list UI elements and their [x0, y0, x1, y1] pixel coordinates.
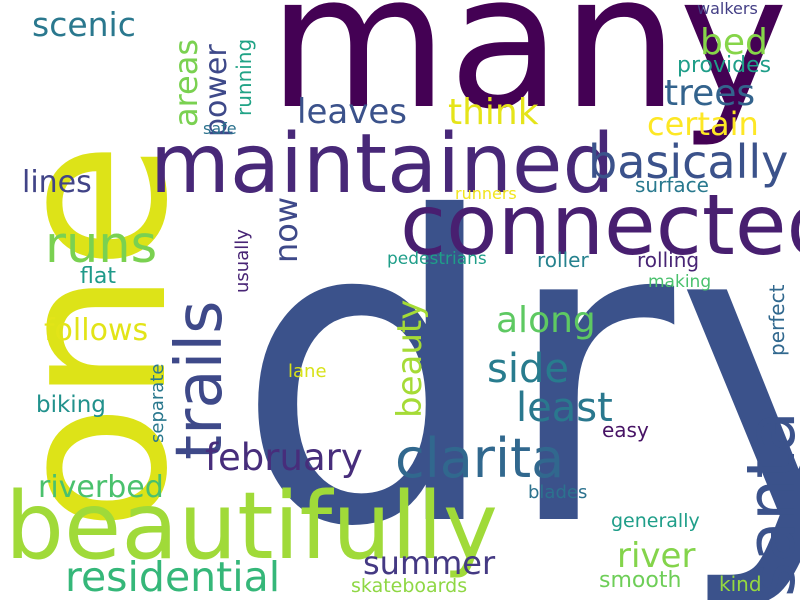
- word-maintained: maintained: [150, 117, 615, 212]
- word-generally: generally: [611, 510, 700, 532]
- word-rolling: rolling: [637, 248, 700, 272]
- word-biking: biking: [36, 392, 106, 418]
- word-beautifully: beautifully: [5, 472, 498, 580]
- word-summer: summer: [363, 544, 496, 582]
- word-areas: areas: [167, 38, 205, 127]
- word-think: think: [448, 92, 539, 133]
- word-trees: trees: [664, 73, 756, 114]
- word-flat: flat: [80, 264, 116, 289]
- word-follows: follows: [44, 313, 149, 348]
- word-least: least: [516, 385, 613, 431]
- word-lines: lines: [22, 165, 92, 200]
- word-riverbed: riverbed: [38, 470, 164, 505]
- word-many: many: [268, 0, 789, 150]
- word-safe: safe: [203, 119, 237, 138]
- word-dry: dry: [235, 130, 800, 600]
- word-perfect: perfect: [765, 284, 789, 356]
- word-clarita: clarita: [395, 427, 565, 490]
- word-now: now: [267, 196, 305, 263]
- word-along: along: [496, 300, 596, 341]
- word-residential: residential: [65, 553, 281, 600]
- word-side: side: [487, 346, 569, 392]
- word-easy: easy: [602, 418, 649, 442]
- word-surface: surface: [635, 173, 709, 197]
- word-skateboards: skateboards: [351, 575, 468, 597]
- word-february: february: [205, 436, 363, 479]
- word-leaves: leaves: [297, 92, 407, 132]
- word-kind: kind: [719, 572, 762, 596]
- word-runners: runners: [455, 184, 517, 203]
- word-santa: santa: [732, 411, 800, 597]
- word-usually: usually: [232, 229, 253, 293]
- word-smooth: smooth: [599, 568, 682, 593]
- word-lane: lane: [288, 361, 327, 382]
- word-blades: blades: [528, 482, 588, 503]
- word-river: river: [617, 536, 696, 576]
- word-certain: certain: [647, 105, 759, 143]
- word-separate: separate: [147, 363, 168, 443]
- word-making: making: [648, 272, 712, 292]
- word-basically: basically: [588, 135, 789, 189]
- word-roller: roller: [537, 248, 589, 272]
- word-pedestrians: pedestrians: [387, 249, 487, 269]
- word-beauty: beauty: [390, 299, 430, 418]
- word-scenic: scenic: [32, 5, 136, 44]
- word-running: running: [232, 38, 256, 116]
- word-runs: runs: [45, 216, 158, 275]
- word-walkers: walkers: [697, 0, 758, 18]
- word-connected: connected: [400, 176, 800, 274]
- word-provides: provides: [677, 53, 772, 78]
- word-bed: bed: [700, 22, 768, 63]
